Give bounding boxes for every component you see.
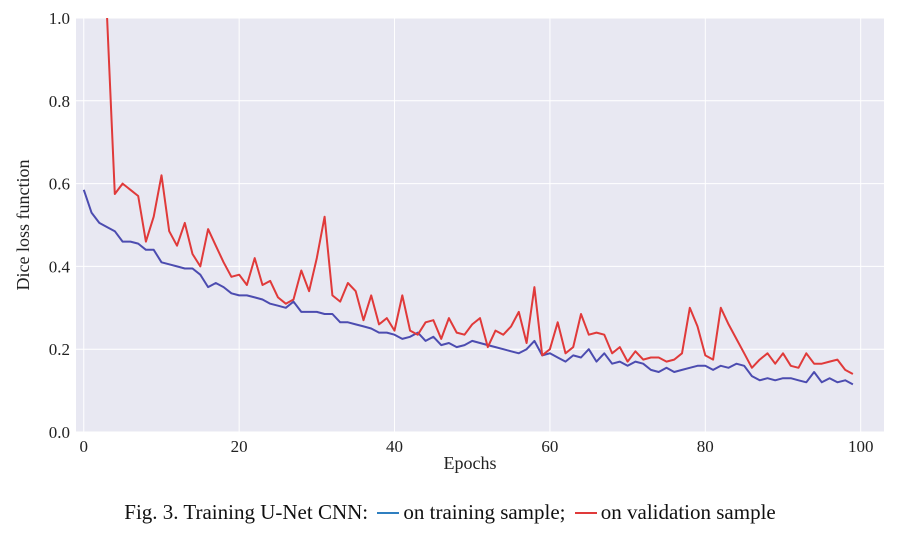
validation-loss-line: [106, 17, 854, 375]
x-axis-label: Epochs: [444, 453, 497, 473]
validation-legend-swatch: [574, 512, 597, 515]
y-tick-label: 0.4: [49, 257, 71, 276]
x-tick-label: 0: [80, 437, 89, 456]
plot-area: [76, 18, 884, 432]
figure-caption: Fig. 3. Training U-Net CNN: on training …: [0, 500, 900, 525]
y-tick-label: 0.8: [49, 92, 70, 111]
x-tick-label: 20: [231, 437, 248, 456]
x-tick-label: 100: [848, 437, 874, 456]
y-tick-label: 0.0: [49, 423, 70, 442]
x-tick-label: 40: [386, 437, 403, 456]
y-tick-label: 1.0: [49, 9, 70, 28]
grid-lines: [76, 17, 884, 433]
y-axis-ticks: 0.0 0.2 0.4 0.6 0.8 1.0: [49, 9, 71, 442]
line-chart: 0.0 0.2 0.4 0.6 0.8 1.0 0 20 40 60 80 100 Epochs D…: [13, 9, 884, 473]
x-tick-label: 80: [697, 437, 714, 456]
training-legend-swatch: [377, 512, 400, 515]
x-axis-ticks: 0 20 40 60 80 100: [80, 437, 874, 456]
caption-training-label: on training sample;: [403, 500, 566, 524]
caption-validation-label: on validation sample: [600, 500, 776, 524]
y-axis-label: Dice loss function: [13, 160, 33, 291]
series-lines: [82, 17, 854, 386]
x-tick-label: 60: [541, 437, 558, 456]
y-tick-label: 0.6: [49, 175, 70, 194]
y-tick-label: 0.2: [49, 340, 70, 359]
training-loss-line: [82, 189, 854, 386]
caption-prefix: Fig. 3. Training U-Net CNN:: [124, 500, 369, 524]
